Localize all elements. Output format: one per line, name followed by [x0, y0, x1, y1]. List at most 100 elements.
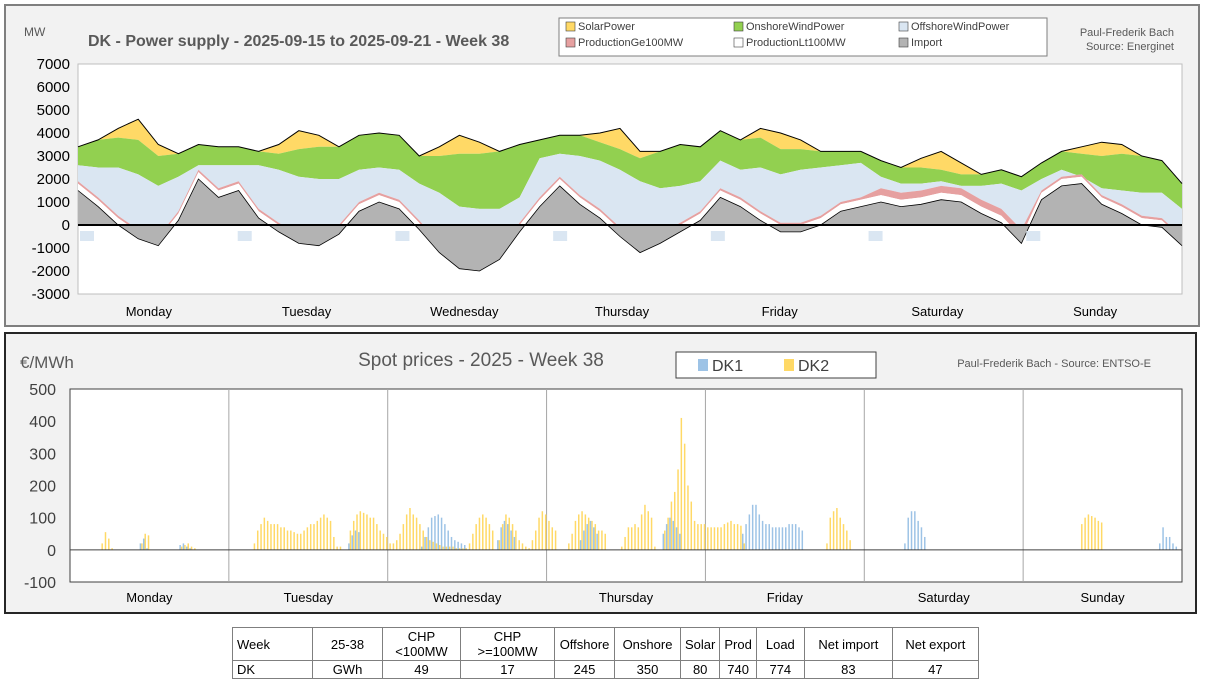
bar-dk2 [187, 543, 189, 550]
legend-item: Import [898, 37, 942, 49]
bar-dk2 [591, 520, 593, 550]
y-tick-label: 6000 [37, 79, 70, 96]
chart-title: DK - Power supply - 2025-09-15 to 2025-0… [88, 33, 509, 50]
bar-dk2 [551, 527, 554, 550]
table-cell: DK [232, 660, 313, 679]
bar-dk1 [758, 514, 761, 550]
bar-dk2 [111, 548, 113, 550]
legend-item: DK1 [698, 358, 743, 375]
table-cell: Solar [679, 627, 721, 661]
bar-dk2 [472, 533, 474, 550]
bar-dk2 [108, 538, 110, 550]
x-tick-label: Thursday [599, 590, 654, 605]
table-cell: 83 [803, 660, 893, 679]
bar-dk1 [907, 517, 909, 550]
y-tick-label: 100 [29, 511, 56, 528]
y-tick-label: 3000 [37, 148, 70, 165]
legend-swatch [698, 359, 708, 371]
bar-dk1 [463, 545, 466, 550]
legend-swatch [565, 37, 576, 48]
bar-dk2 [286, 530, 289, 550]
legend-swatch [733, 37, 744, 48]
x-axis: Monday Tuesday Wednesday Thursday Friday Satu… [80, 231, 1118, 319]
bar-dk2 [485, 517, 487, 550]
bar-dk1 [914, 511, 916, 550]
bar-dk2 [717, 527, 719, 550]
bar-dk2 [263, 517, 266, 550]
bar-dk1 [1168, 536, 1171, 550]
bar-dk1 [179, 545, 181, 550]
bar-dk2 [399, 533, 401, 550]
bar-dk2 [601, 530, 603, 550]
bar-dk2 [253, 543, 256, 550]
bar-dk1 [189, 548, 191, 550]
bar-dk1 [589, 520, 592, 550]
y-tick-label: 0 [62, 217, 70, 234]
bar-dk2 [700, 524, 702, 550]
bar-dk1 [139, 543, 142, 550]
bar-dk1 [662, 533, 665, 550]
bar-dk2 [720, 527, 722, 550]
bar-dk2 [296, 533, 299, 550]
area-productionge100mw [78, 169, 1182, 265]
bar-dk2 [415, 517, 418, 550]
bar-dk2 [849, 540, 851, 550]
bar-dk2 [624, 536, 626, 550]
bar-dk1 [354, 530, 357, 550]
bar-dk2 [478, 517, 481, 550]
x-tick-label: Sunday [1073, 304, 1118, 319]
bar-dk2 [710, 527, 712, 550]
bar-dk1 [351, 535, 353, 550]
legend-item: DK2 [784, 358, 829, 375]
bar-dk1 [669, 517, 671, 550]
x-tick-label: Wednesday [433, 590, 502, 605]
bar-dk2 [184, 545, 186, 550]
table-row: DK GWh 49 17 245 350 80 740 774 83 47 [232, 660, 979, 679]
bar-dk2 [313, 524, 315, 550]
bar-dk2 [687, 485, 689, 550]
bar-dk1 [924, 536, 926, 550]
bar-dk2 [448, 546, 451, 550]
table-cell: CHP >=100MW [460, 627, 555, 661]
table-cell: 49 [382, 660, 461, 679]
bar-dk1 [665, 524, 668, 550]
bar-dk2 [1087, 514, 1090, 550]
bar-dk2 [740, 525, 742, 550]
bar-dk2 [445, 546, 448, 550]
legend-label: OnshoreWindPower [746, 21, 845, 33]
bar-dk2 [690, 501, 693, 550]
bar-dk2 [521, 543, 524, 550]
bar-dk2 [534, 530, 537, 550]
y-tick-label: 500 [29, 382, 56, 399]
bar-dk2 [846, 530, 848, 550]
bar-dk1 [424, 536, 426, 550]
bar-dk2 [283, 527, 285, 550]
bar-dk2 [419, 524, 421, 550]
y-tick-label: 2000 [37, 171, 70, 188]
bar-dk1 [579, 540, 582, 550]
y-tick-label: 4000 [37, 125, 70, 142]
bar-dk1 [1172, 543, 1174, 550]
day-marker [80, 231, 94, 241]
bar-dk2 [654, 546, 656, 550]
y-axis: 500 400 300 200 100 0 -100 [24, 382, 56, 592]
bar-dk2 [266, 520, 269, 550]
table-header-row: Week 25-38 CHP <100MW CHP >=100MW Offshore On… [232, 627, 979, 661]
bar-dk2 [372, 517, 375, 550]
table-cell: Offshore [554, 627, 615, 661]
y-unit-label: MW [24, 25, 46, 39]
bar-dk2 [392, 543, 395, 550]
x-tick-label: Monday [126, 590, 173, 605]
bar-dk2 [319, 517, 322, 550]
bar-dk2 [842, 524, 845, 550]
bar-dk2 [832, 511, 835, 550]
bar-dk1 [503, 520, 506, 550]
bar-dk1 [457, 541, 459, 550]
bar-dk1 [507, 524, 509, 550]
bar-dk2 [482, 514, 484, 550]
table-cell: GWh [312, 660, 383, 679]
area-productionlt100mw [78, 172, 1182, 271]
bar-dk2 [621, 546, 623, 550]
bar-dk2 [630, 527, 633, 550]
bar-dk1 [1165, 536, 1168, 550]
